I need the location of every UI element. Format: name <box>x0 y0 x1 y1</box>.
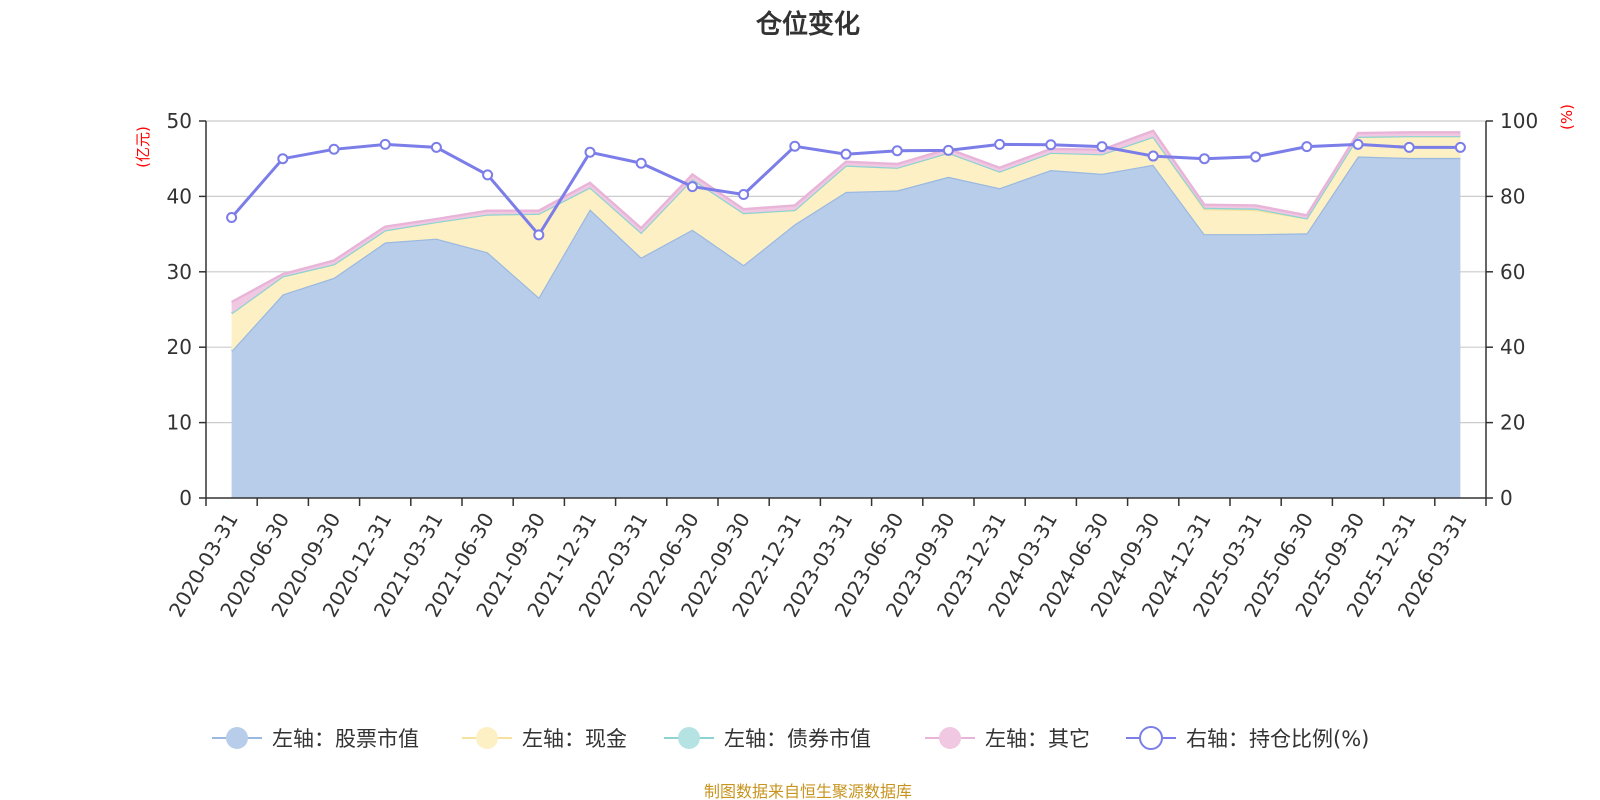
holding-ratio-point <box>1250 151 1262 163</box>
legend-marker <box>476 727 498 749</box>
left-tick-label: 50 <box>167 109 192 133</box>
right-tick-label: 20 <box>1500 411 1525 435</box>
holding-ratio-point <box>891 145 903 157</box>
area-layer <box>230 129 1461 498</box>
holding-ratio-point <box>1096 141 1108 153</box>
right-tick-label: 0 <box>1500 486 1513 510</box>
holding-ratio-point <box>533 229 545 241</box>
holding-ratio-point <box>1403 141 1415 153</box>
holding-ratio-point <box>328 143 340 155</box>
holding-ratio-point <box>482 169 494 181</box>
legend-item: 左轴：股票市值 <box>212 727 419 751</box>
holding-ratio-point <box>994 138 1006 150</box>
data-source-note: 制图数据来自恒生聚源数据库 <box>704 782 912 800</box>
holding-ratio-point <box>1147 150 1159 162</box>
area-series-2 <box>231 136 1461 351</box>
holding-ratio-point <box>584 146 596 158</box>
legend-label: 左轴：其它 <box>985 727 1090 751</box>
holding-ratio-point <box>738 189 750 201</box>
holding-ratio-point <box>840 148 852 160</box>
left-tick-label: 30 <box>167 260 192 284</box>
holding-ratio-point <box>277 153 289 165</box>
holding-ratio-point <box>226 212 238 224</box>
area-series-1 <box>231 156 1461 498</box>
left-tick-label: 20 <box>167 335 192 359</box>
legend-marker <box>1139 726 1163 750</box>
holding-ratio-point <box>1045 139 1057 151</box>
right-tick-label: 60 <box>1500 260 1525 284</box>
holding-ratio-point <box>1352 138 1364 150</box>
holding-ratio-point <box>430 141 442 153</box>
legend-marker <box>939 727 961 749</box>
left-axis-unit: (亿元) <box>134 126 152 168</box>
right-tick-label: 40 <box>1500 335 1525 359</box>
legend-marker <box>678 727 700 749</box>
legend-label: 右轴：持仓比例(%) <box>1186 727 1369 751</box>
holding-ratio-point <box>789 140 801 152</box>
right-tick-label: 100 <box>1500 109 1538 133</box>
holding-ratio-point <box>379 138 391 150</box>
legend-item: 左轴：债券市值 <box>664 727 871 751</box>
left-tick-label: 0 <box>179 486 192 510</box>
legend-item: 左轴：其它 <box>925 727 1090 751</box>
holding-ratio-point <box>635 157 647 169</box>
holding-ratio-point <box>942 144 954 156</box>
holding-ratio-point <box>686 181 698 193</box>
legend-label: 左轴：股票市值 <box>272 727 419 751</box>
holding-ratio-point <box>1454 141 1466 153</box>
chart-title: 仓位变化 <box>755 9 860 40</box>
holding-ratio-point <box>1301 141 1313 153</box>
holding-ratio-point <box>1198 153 1210 165</box>
right-tick-label: 80 <box>1500 184 1525 208</box>
line-layer <box>226 138 1466 241</box>
legend-marker <box>226 727 248 749</box>
legend-item: 左轴：现金 <box>462 727 627 751</box>
right-axis-unit: (%) <box>1558 104 1576 130</box>
area-edge-series-4 <box>231 129 1461 304</box>
left-tick-label: 40 <box>167 184 192 208</box>
legend-label: 左轴：现金 <box>522 727 627 751</box>
legend-label: 左轴：债券市值 <box>724 727 871 751</box>
legend: 左轴：股票市值 左轴：现金 左轴：债券市值 左轴：其它 右轴：持仓比例(%) <box>212 726 1369 751</box>
legend-item: 右轴：持仓比例(%) <box>1126 726 1369 751</box>
left-tick-label: 10 <box>167 411 192 435</box>
